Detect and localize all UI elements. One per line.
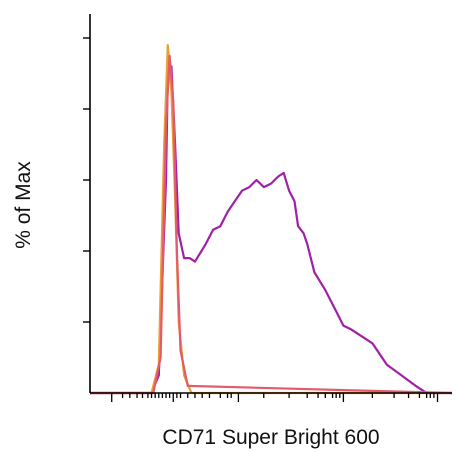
series-line-2 (90, 44, 452, 395)
y-axis-ticks (83, 37, 90, 323)
series-line-1 (90, 65, 452, 395)
x-axis-label: CD71 Super Bright 600 (162, 426, 379, 449)
plot-lines (90, 44, 453, 395)
series-line-3 (90, 54, 453, 395)
y-axis-label: % of Max (12, 161, 35, 249)
x-axis-ticks (111, 393, 439, 402)
